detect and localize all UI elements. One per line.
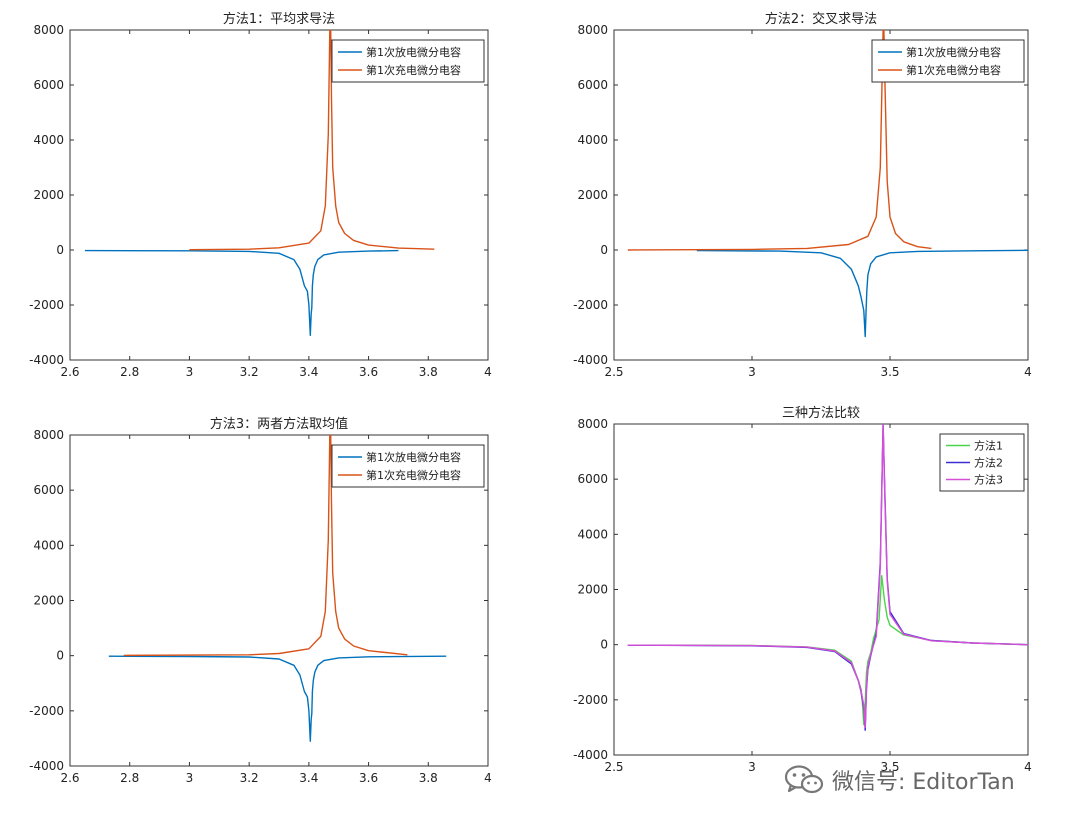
x-tick-label: 3.4 xyxy=(299,771,318,785)
series-line-3 xyxy=(627,424,1028,729)
x-tick-label: 3.4 xyxy=(299,365,318,379)
x-tick-label: 3.5 xyxy=(880,760,899,774)
legend-label-3: 方法3 xyxy=(974,473,1003,487)
x-tick-label: 2.6 xyxy=(60,771,79,785)
legend-label-2: 第1次充电微分电容 xyxy=(906,63,1001,77)
chart-title: 方法3：两者方法取均值 xyxy=(210,416,348,432)
legend-label-2: 第1次充电微分电容 xyxy=(366,468,461,482)
plot-frame xyxy=(613,29,1029,361)
x-tick-label: 2.6 xyxy=(60,365,79,379)
y-tick-label: -2000 xyxy=(29,704,64,718)
chart-panel-1: 方法1：平均求导法 2.6 2.8 3 3.2 3.4 3.6 3.8 4 -4000 -2000 0… xyxy=(29,11,492,379)
x-tick-label: 2.8 xyxy=(120,771,139,785)
chart-panel-2: 方法2：交叉求导法 2.5 3 3.5 4 -4000 -2000 0 2000 4000 6000… xyxy=(573,11,1032,379)
x-tick-label: 3.8 xyxy=(419,365,438,379)
x-tick-label: 3 xyxy=(748,365,756,379)
x-tick-label: 3.2 xyxy=(240,771,259,785)
chart-title: 方法2：交叉求导法 xyxy=(765,11,877,27)
legend-label-2: 方法2 xyxy=(974,456,1003,470)
legend-box xyxy=(331,444,485,488)
x-tick-label: 3 xyxy=(748,760,756,774)
legend-label-1: 第1次放电微分电容 xyxy=(906,45,1001,59)
y-tick-label: 8000 xyxy=(33,23,64,37)
y-tick-label: 8000 xyxy=(577,417,608,431)
chart-title: 三种方法比较 xyxy=(782,405,860,421)
y-tick-label: -2000 xyxy=(29,298,64,312)
watermark: 微信号: EditorTan xyxy=(784,760,1015,800)
plot-frame xyxy=(69,434,489,767)
y-tick-label: -2000 xyxy=(573,693,608,707)
y-tick-label: 0 xyxy=(600,243,608,257)
y-tick-label: 6000 xyxy=(577,472,608,486)
series-line-1 xyxy=(627,575,1028,726)
x-tick-label: 3.8 xyxy=(419,771,438,785)
chart-title: 方法1：平均求导法 xyxy=(223,11,335,27)
watermark-text: 微信号: EditorTan xyxy=(832,770,1015,795)
x-tick-label: 3 xyxy=(186,365,194,379)
x-tick-label: 3.5 xyxy=(880,365,899,379)
x-tick-label: 3.6 xyxy=(359,771,378,785)
x-tick-label: 2.5 xyxy=(604,760,623,774)
x-tick-label: 4 xyxy=(484,365,492,379)
y-tick-label: -4000 xyxy=(29,353,64,367)
series-line-2 xyxy=(627,30,932,251)
chart-panel-3: 方法3：两者方法取均值 2.6 2.8 3 3.2 3.4 3.6 3.8 4 -4000 -200… xyxy=(29,416,492,785)
wechat-icon xyxy=(784,765,824,794)
y-tick-label: 4000 xyxy=(33,133,64,147)
legend-box xyxy=(331,39,485,83)
x-tick-label: 3.2 xyxy=(240,365,259,379)
y-tick-label: 0 xyxy=(56,649,64,663)
y-tick-label: 0 xyxy=(600,638,608,652)
y-tick-label: -4000 xyxy=(573,748,608,762)
y-tick-label: 2000 xyxy=(577,188,608,202)
y-tick-label: 6000 xyxy=(33,483,64,497)
x-tick-label: 2.8 xyxy=(120,365,139,379)
legend-label-1: 第1次放电微分电容 xyxy=(366,450,461,464)
y-tick-label: 8000 xyxy=(577,23,608,37)
y-tick-label: 2000 xyxy=(33,594,64,608)
y-tick-label: -4000 xyxy=(573,353,608,367)
x-tick-label: 4 xyxy=(1024,365,1032,379)
y-tick-label: 8000 xyxy=(33,428,64,442)
legend-label-1: 第1次放电微分电容 xyxy=(366,45,461,59)
x-tick-label: 4 xyxy=(1024,760,1032,774)
series-line-1 xyxy=(696,249,1028,338)
x-tick-label: 4 xyxy=(484,771,492,785)
chart-panel-4: 三种方法比较 2.5 3 3.5 4 -4000 -2000 0 2000 4000 6000 800… xyxy=(573,405,1032,774)
y-tick-label: -4000 xyxy=(29,759,64,773)
series-line-2 xyxy=(189,30,435,251)
series-line-2 xyxy=(123,435,408,657)
y-tick-label: 0 xyxy=(56,243,64,257)
x-tick-label: 3 xyxy=(186,771,194,785)
legend-label-1: 方法1 xyxy=(974,439,1003,453)
y-tick-label: 6000 xyxy=(577,78,608,92)
y-tick-label: 4000 xyxy=(33,538,64,552)
y-tick-label: 6000 xyxy=(33,78,64,92)
plot-frame xyxy=(69,29,489,361)
x-tick-label: 3.6 xyxy=(359,365,378,379)
x-tick-label: 2.5 xyxy=(604,365,623,379)
legend-box xyxy=(871,39,1025,83)
legend-label-2: 第1次充电微分电容 xyxy=(366,63,461,77)
series-line-1 xyxy=(108,655,447,742)
y-tick-label: 4000 xyxy=(577,527,608,541)
y-tick-label: 4000 xyxy=(577,133,608,147)
y-tick-label: 2000 xyxy=(33,188,64,202)
series-line-1 xyxy=(84,249,399,336)
y-tick-label: 2000 xyxy=(577,583,608,597)
y-tick-label: -2000 xyxy=(573,298,608,312)
